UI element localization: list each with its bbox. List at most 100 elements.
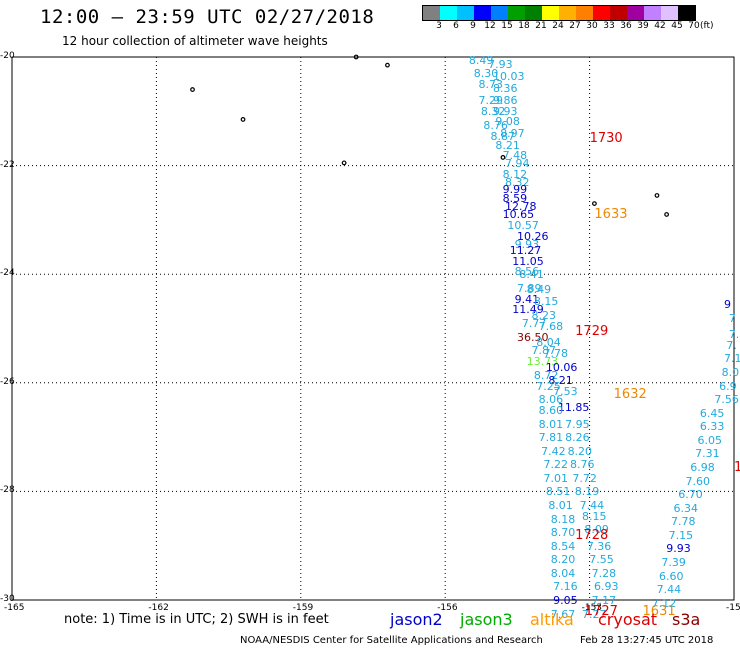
wave-height-value: 7.67 bbox=[550, 607, 576, 621]
wave-height-value: 9.93 bbox=[514, 238, 540, 252]
color-scale-tick: 18 bbox=[518, 21, 530, 31]
wave-height-value: 8.04 bbox=[550, 566, 576, 580]
wave-height-value: 9 bbox=[724, 298, 731, 312]
wave-height-value: 36.50 bbox=[517, 330, 549, 344]
color-swatch bbox=[610, 6, 627, 20]
color-scale-tick: 42 bbox=[654, 21, 666, 31]
wave-height-value: 6.93 bbox=[594, 580, 619, 594]
legend-item-altika: altika bbox=[530, 610, 574, 629]
wave-height-value: 11.49 bbox=[512, 303, 544, 317]
wave-height-value: 7.39 bbox=[661, 555, 686, 569]
longitude-label: -156 bbox=[437, 603, 458, 613]
wave-height-value: 7. bbox=[726, 338, 737, 352]
island-marker bbox=[592, 201, 597, 207]
wave-height-value: 8.0 bbox=[721, 365, 740, 379]
wave-height-value: 11.27 bbox=[509, 243, 542, 257]
wave-height-value: 8.23 bbox=[531, 308, 556, 322]
color-scale-tick: 39 bbox=[637, 21, 649, 31]
wave-height-value: 8.21 bbox=[548, 374, 573, 388]
island-marker bbox=[240, 117, 246, 122]
wave-height-value: 8.15 bbox=[533, 295, 559, 309]
wave-height-value: 7.15 bbox=[668, 528, 694, 542]
wave-height-value: 7.78 bbox=[671, 515, 696, 529]
color-swatch bbox=[542, 6, 559, 20]
wave-height-value: 7.95 bbox=[565, 417, 590, 431]
pass-time-label: 1729 bbox=[575, 324, 609, 340]
wave-height-value: 7.12 bbox=[651, 596, 677, 610]
wave-height-value: 7.48 bbox=[502, 148, 528, 162]
color-swatch bbox=[508, 6, 525, 20]
footer-date: Feb 28 13:27:45 UTC 2018 bbox=[580, 635, 714, 646]
wave-height-value: 8.49 bbox=[468, 53, 494, 67]
island-marker bbox=[664, 212, 670, 217]
pass-time-label: 1 bbox=[734, 459, 740, 475]
color-scale-tick: 70 bbox=[688, 21, 700, 31]
wave-height-value: 7.44 bbox=[656, 583, 682, 597]
wave-height-value: 10.26 bbox=[517, 230, 549, 244]
wave-height-value: 7.31 bbox=[695, 447, 720, 461]
wave-height-value: 7.1 bbox=[724, 352, 740, 366]
wave-height-value: 10.65 bbox=[502, 208, 535, 222]
color-scale-tick: 24 bbox=[552, 21, 564, 31]
wave-height-value: 7.60 bbox=[685, 474, 710, 488]
color-scale-tick: 27 bbox=[569, 21, 581, 31]
color-swatch bbox=[576, 6, 593, 20]
color-scale-tick: 9 bbox=[470, 21, 476, 31]
wave-height-value: 8.12 bbox=[502, 167, 528, 181]
color-swatch bbox=[661, 6, 678, 20]
color-swatch bbox=[423, 6, 440, 20]
page-title: 12:00 – 23:59 UTC 02/27/2018 bbox=[40, 6, 375, 28]
legend-item-jason2: jason2 bbox=[390, 610, 443, 629]
wave-height-value: 9.93 bbox=[666, 542, 691, 556]
wave-height-value: 8.97 bbox=[500, 127, 525, 141]
wave-height-value: 8.06 bbox=[538, 393, 564, 407]
wave-height-value: 7.77 bbox=[521, 317, 547, 331]
wave-height-value: 6.70 bbox=[678, 488, 703, 502]
longitude-label: -153 bbox=[581, 603, 603, 613]
island-marker bbox=[341, 160, 347, 166]
pass-time-label: 1727 bbox=[584, 603, 618, 619]
pass-time-label: 1631 bbox=[642, 603, 676, 619]
color-swatch bbox=[440, 6, 457, 20]
wave-height-value: 8.01 bbox=[538, 417, 564, 431]
wave-height-value: 9.41 bbox=[514, 292, 540, 306]
wave-height-value: 8.76 bbox=[483, 118, 508, 132]
wave-height-value: 8.20 bbox=[550, 553, 576, 567]
header: 12:00 – 23:59 UTC 02/27/2018 12 hour col… bbox=[0, 0, 740, 56]
wave-height-value: 7.36 bbox=[586, 539, 612, 553]
wave-height-value: 8.01 bbox=[548, 498, 573, 512]
wave-height-value: 10.06 bbox=[545, 360, 578, 374]
wave-height-value: 6.45 bbox=[699, 406, 725, 420]
wave-height-value: 12.78 bbox=[504, 200, 537, 214]
wave-height-value: 7.01 bbox=[543, 471, 569, 485]
wave-height-value: 7.42 bbox=[541, 444, 566, 458]
color-swatch bbox=[627, 6, 644, 20]
latitude-label: -24 bbox=[0, 268, 15, 279]
wave-height-value: 6.60 bbox=[659, 569, 684, 583]
wave-height-value: 7.29 bbox=[478, 94, 504, 108]
color-swatch bbox=[644, 6, 661, 20]
pass-time-label: 1632 bbox=[613, 386, 647, 402]
latitude-label: -30 bbox=[0, 594, 15, 604]
legend-item-jason3: jason3 bbox=[460, 610, 513, 629]
wave-height-value: 7.81 bbox=[538, 431, 564, 445]
wave-height-value: 8.72 bbox=[533, 368, 559, 382]
island-marker bbox=[190, 87, 195, 92]
wave-height-value: 8.76 bbox=[569, 458, 595, 472]
wave-height-value: 8.41 bbox=[519, 268, 544, 282]
wave-height-value: 8.51 bbox=[545, 485, 571, 499]
wave-height-value: 9.08 bbox=[495, 115, 520, 129]
color-swatch bbox=[457, 6, 474, 20]
wave-height-value: 8.59 bbox=[502, 192, 528, 206]
wave-height-value: 7.16 bbox=[553, 580, 578, 594]
color-scale-tick: 6 bbox=[453, 21, 459, 31]
wave-height-value: 8.30 bbox=[473, 67, 499, 81]
island-marker bbox=[500, 155, 506, 160]
longitude-label: -154 bbox=[726, 603, 740, 613]
wave-height-value: 8.56 bbox=[514, 265, 540, 279]
wave-height-value: 7.93 bbox=[488, 57, 513, 71]
wave-height-value: 7.68 bbox=[538, 319, 564, 333]
wave-height-value: 8.21 bbox=[495, 138, 520, 152]
page-subtitle: 12 hour collection of altimeter wave hei… bbox=[62, 34, 328, 48]
wave-height-value: 8.19 bbox=[574, 485, 600, 499]
